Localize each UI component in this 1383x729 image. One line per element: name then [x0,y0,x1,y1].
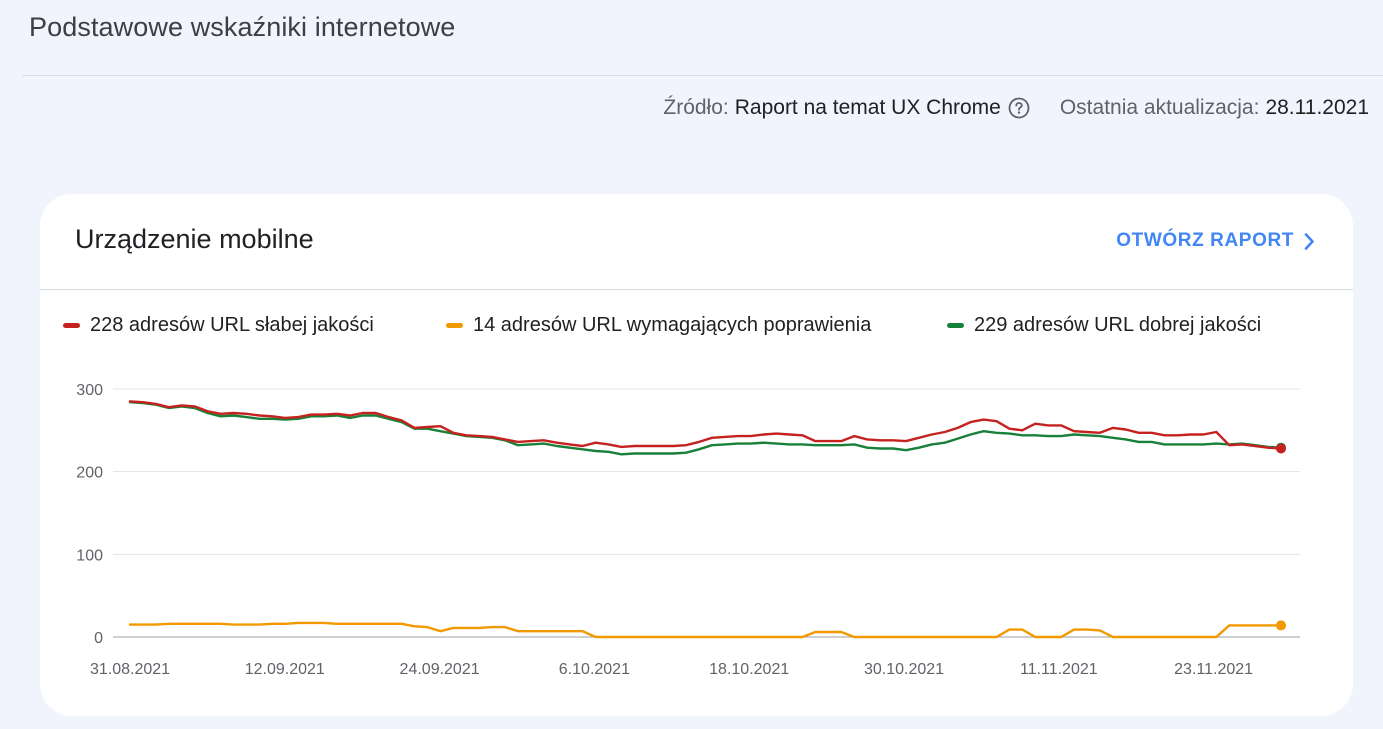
legend-item-needs-improvement[interactable]: 14 adresów URL wymagających poprawienia [446,314,871,337]
source-label: Źródło: [663,96,729,119]
x-tick-label: 24.09.2021 [400,661,480,678]
updated-value: 28.11.2021 [1265,96,1369,119]
x-tick-label: 31.08.2021 [90,661,170,678]
help-circle-icon[interactable] [1008,97,1030,119]
x-axis-ticks: 31.08.2021 12.09.2021 24.09.2021 6.10.2021 1… [90,661,1253,678]
open-report-button[interactable]: OTWÓRZ RAPORT [1116,230,1315,252]
report-meta: Źródło: Raport na temat UX Chrome Ostatn… [663,96,1369,120]
header-divider [22,75,1383,76]
card-title: Urządzenie mobilne [75,224,314,254]
series-line [128,621,1283,639]
url-quality-line-chart: 0 100 200 300 31.08.2021 12.09.2021 24.09.202… [76,382,1300,678]
y-tick-label: 0 [94,630,103,647]
legend-label-poor: 228 adresów URL słabej jakości [90,314,374,336]
x-tick-label: 11.11.2021 [1020,661,1098,678]
legend-label-needs-improvement: 14 adresów URL wymagających poprawienia [473,314,872,336]
series-line [128,400,1283,456]
x-tick-label: 6.10.2021 [559,661,630,678]
legend-item-good[interactable]: 229 adresów URL dobrej jakości [947,314,1261,337]
y-axis-ticks: 0 100 200 300 [76,382,103,647]
chevron-right-icon [1304,232,1314,250]
card-divider [40,289,1353,290]
x-tick-label: 30.10.2021 [864,661,944,678]
series-end-point[interactable] [1276,620,1286,631]
source-value: Raport na temat UX Chrome [734,96,1001,119]
legend-label-good: 229 adresów URL dobrej jakości [974,314,1262,336]
page-title: Podstawowe wskaźniki internetowe [29,12,456,42]
mobile-report-card: Urządzenie mobilne OTWÓRZ RAPORT 228 adr… [40,194,1353,716]
open-report-label: OTWÓRZ RAPORT [1116,230,1294,251]
legend-swatch-good [947,323,964,328]
x-tick-label: 23.11.2021 [1174,661,1253,678]
x-tick-label: 18.10.2021 [709,661,789,678]
chart-legend: 228 adresów URL słabej jakości 14 adresó… [40,314,1353,340]
y-tick-label: 200 [76,465,103,482]
legend-swatch-poor [63,323,80,328]
series-line [128,400,1283,450]
legend-item-poor[interactable]: 228 adresów URL słabej jakości [63,314,374,337]
y-tick-label: 100 [76,547,103,564]
series-end-point[interactable] [1276,443,1286,454]
chart-series [128,400,1286,639]
y-tick-label: 300 [76,382,103,399]
x-tick-label: 12.09.2021 [245,661,325,678]
legend-swatch-needs-improvement [446,323,463,328]
chart-grid [113,388,1300,638]
updated-label: Ostatnia aktualizacja: [1059,96,1260,119]
